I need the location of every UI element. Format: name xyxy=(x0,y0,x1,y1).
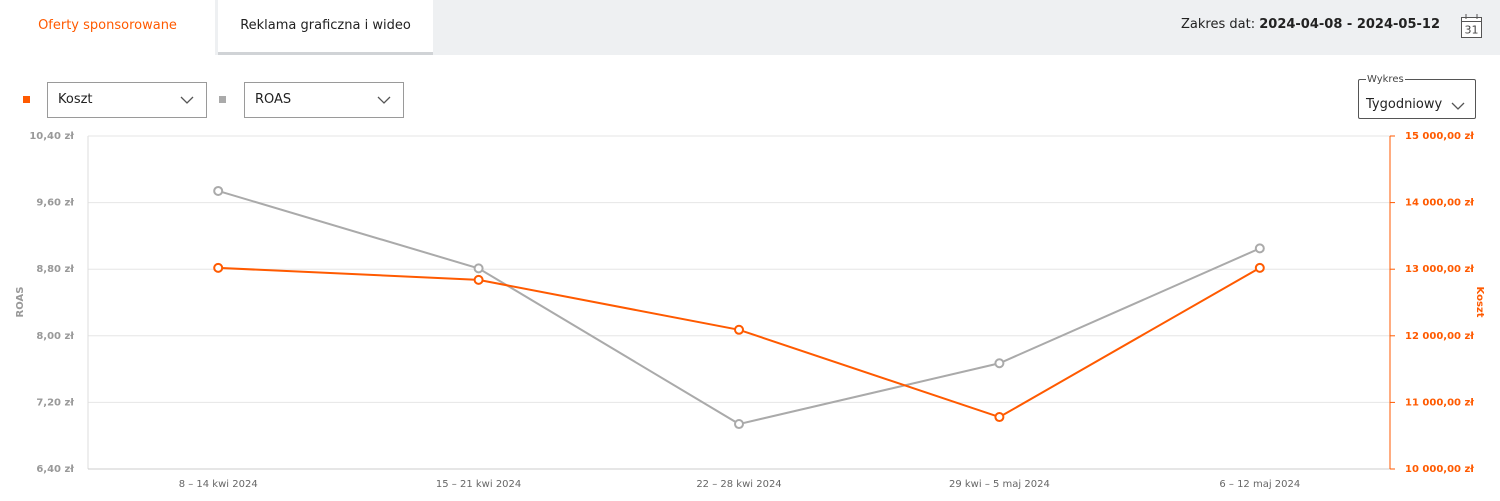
y2-axis-title: Koszt xyxy=(1474,287,1485,318)
y2-tick-label: 15 000,00 zł xyxy=(1405,131,1474,142)
x-tick-label: 29 kwi – 5 maj 2024 xyxy=(949,479,1050,490)
x-tick-label: 15 – 21 kwi 2024 xyxy=(436,479,521,490)
series-select[interactable]: ROAS xyxy=(244,82,404,118)
tab[interactable]: Reklama graficzna i wideo xyxy=(218,0,433,55)
data-point xyxy=(473,274,484,285)
data-point xyxy=(473,263,484,274)
calendar-icon[interactable]: 31 xyxy=(1460,13,1484,39)
legend-swatch xyxy=(219,96,226,103)
y2-tick-label: 10 000,00 zł xyxy=(1405,464,1474,475)
data-point xyxy=(734,324,744,335)
y2-tick-label: 11 000,00 zł xyxy=(1405,397,1474,408)
y-axis-title: ROAS xyxy=(15,287,26,318)
y-tick-label: 9,60 zł xyxy=(36,198,74,209)
y-tick-label: 10,40 zł xyxy=(29,131,74,142)
data-point xyxy=(1254,243,1265,254)
date-value: 2024-04-08 - 2024-05-12 xyxy=(1259,17,1440,32)
series-name: ROAS xyxy=(255,92,292,107)
y2-tick-label: 13 000,00 zł xyxy=(1405,264,1474,275)
chevron xyxy=(180,96,194,104)
series-name: Koszt xyxy=(58,92,93,107)
x-tick-label: 22 – 28 kwi 2024 xyxy=(696,479,781,490)
data-point xyxy=(994,412,1005,423)
date-label: Zakres dat: xyxy=(1181,17,1256,32)
x-tick-label: 8 – 14 kwi 2024 xyxy=(179,479,258,490)
y2-tick-label: 14 000,00 zł xyxy=(1405,198,1474,209)
data-point xyxy=(734,419,744,430)
data-point xyxy=(994,358,1005,369)
data-point xyxy=(213,185,224,196)
chart-type-select[interactable]: Wykres Tygodniowy xyxy=(1358,74,1476,119)
y-tick-label: 8,00 zł xyxy=(36,331,74,342)
y-tick-label: 8,80 zł xyxy=(36,264,74,275)
series-line xyxy=(217,189,1261,426)
y2-tick-label: 12 000,00 zł xyxy=(1405,331,1474,342)
top-bar: Oferty sponsorowane Reklama graficzna i … xyxy=(0,0,1500,55)
x-tick-label: 6 – 12 maj 2024 xyxy=(1219,479,1300,490)
select-value: Tygodniowy xyxy=(1366,97,1443,112)
legend-swatch xyxy=(23,96,30,103)
select-label: Wykres xyxy=(1367,74,1404,85)
y-tick-label: 7,20 zł xyxy=(36,397,74,408)
data-point xyxy=(213,262,224,273)
date-range[interactable]: Zakres dat: 2024-04-08 - 2024-05-12 xyxy=(1181,17,1440,32)
tab[interactable]: Oferty sponsorowane xyxy=(0,0,215,55)
chevron xyxy=(377,96,391,104)
series-line xyxy=(218,266,1261,419)
chevron xyxy=(1451,102,1465,110)
calendar-day: 31 xyxy=(1465,24,1479,37)
series-select[interactable]: Koszt xyxy=(47,82,207,118)
y-tick-label: 6,40 zł xyxy=(36,464,74,475)
data-point xyxy=(1254,262,1265,273)
